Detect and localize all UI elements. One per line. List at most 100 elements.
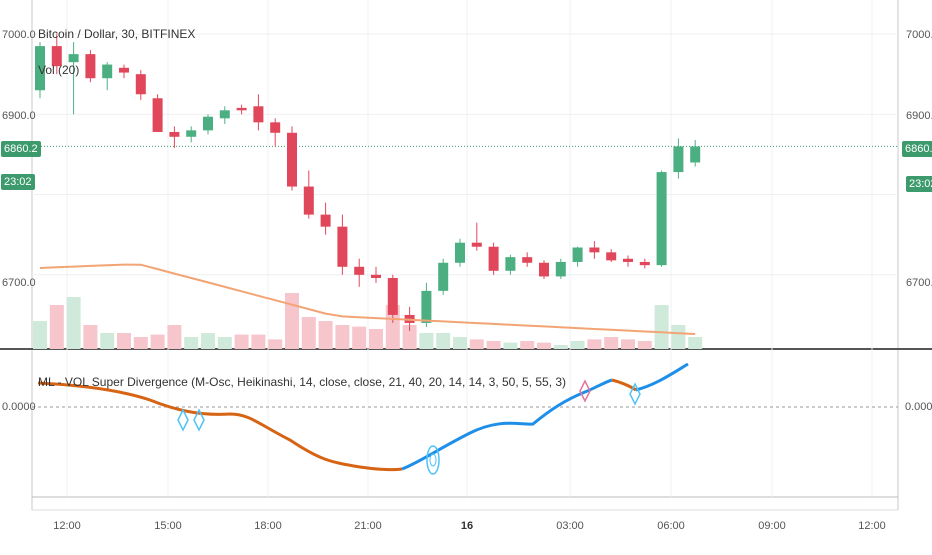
volume-bar-13 xyxy=(251,334,266,349)
candle-body-9 xyxy=(186,130,197,137)
divergence-marker-3 xyxy=(579,379,591,403)
candle-body-17 xyxy=(320,214,331,227)
volume-bar-25 xyxy=(453,337,467,349)
divergence-circle-inner xyxy=(429,453,437,467)
candle-body-37 xyxy=(656,172,667,266)
candle-body-7 xyxy=(152,98,163,132)
volume-bar-19 xyxy=(352,326,367,349)
last-price-badge-left: 6860.2 xyxy=(1,141,41,157)
candle-body-4 xyxy=(102,64,113,79)
volume-ma-line xyxy=(39,263,696,335)
volume-bar-22 xyxy=(402,325,417,349)
volume-bar-26 xyxy=(469,339,484,349)
y-tick-left-7000: 7000.0 xyxy=(2,29,36,41)
volume-bar-10 xyxy=(201,333,215,349)
candle-body-6 xyxy=(135,74,146,95)
volume-bar-28 xyxy=(503,342,518,349)
volume-bar-18 xyxy=(335,325,350,349)
volume-bar-32 xyxy=(570,341,585,349)
volume-bar-37 xyxy=(654,305,669,349)
x-tick-6: 06:00 xyxy=(657,520,685,532)
volume-bar-4 xyxy=(100,333,115,349)
last-price-badge-right: 6860.2 xyxy=(902,141,932,157)
y-tick-right-7000: 7000.0 xyxy=(906,29,932,41)
candle-body-24 xyxy=(438,262,449,291)
x-tick-1: 15:00 xyxy=(154,520,182,532)
candle-body-36 xyxy=(639,261,650,266)
volume-bar-24 xyxy=(436,333,451,349)
volume-bar-23 xyxy=(419,333,434,349)
x-tick-5: 03:00 xyxy=(556,520,584,532)
y-tick-left-6700: 6700.0 xyxy=(2,277,36,289)
volume-bar-5 xyxy=(117,333,131,349)
candle-body-0 xyxy=(35,46,45,91)
candle-body-30 xyxy=(539,262,549,277)
candle-body-27 xyxy=(488,246,499,271)
symbol-title[interactable]: Bitcoin / Dollar, 30, BITFINEX xyxy=(38,27,196,41)
candle-body-35 xyxy=(623,258,633,262)
x-tick-2: 18:00 xyxy=(254,520,282,532)
volume-bar-14 xyxy=(268,339,283,349)
volume-bar-3 xyxy=(83,325,98,349)
divergence-circle-outer xyxy=(426,445,440,475)
volume-bar-15 xyxy=(285,293,299,349)
countdown-badge-left: 23:02 xyxy=(1,174,35,190)
volume-bar-6 xyxy=(133,337,148,349)
candle-body-18 xyxy=(337,226,348,267)
countdown-badge-right: 23:02 xyxy=(906,176,932,192)
x-tick-4: 16 xyxy=(460,520,474,532)
candle-body-11 xyxy=(219,110,230,119)
indicator-title[interactable]: ML - VOL Super Divergence (M-Osc, Heikin… xyxy=(38,375,567,389)
candle-body-19 xyxy=(354,266,365,275)
candle-body-1 xyxy=(51,46,62,67)
candle-body-38 xyxy=(673,146,684,173)
volume-bar-35 xyxy=(621,339,635,349)
candle-body-13 xyxy=(253,106,264,123)
volume-bar-30 xyxy=(537,342,551,349)
candle-body-2 xyxy=(68,54,79,63)
volume-bar-34 xyxy=(604,337,619,349)
candle-body-39 xyxy=(690,146,701,163)
oscillator-line-down xyxy=(37,381,403,472)
zero-label-right: 0.0000 xyxy=(905,401,932,413)
volume-bar-0 xyxy=(33,321,47,349)
volume-bar-12 xyxy=(234,334,249,349)
volume-bar-7 xyxy=(150,334,165,349)
x-tick-0: 12:00 xyxy=(53,520,81,532)
volume-bar-38 xyxy=(671,325,686,349)
oscillator-line-down-2 xyxy=(611,378,637,392)
candle-body-26 xyxy=(471,242,482,247)
candle-body-5 xyxy=(119,67,129,73)
volume-bar-21 xyxy=(385,305,400,349)
volume-bar-39 xyxy=(688,337,703,349)
volume-bar-8 xyxy=(167,325,182,349)
oscillator-line-up-2 xyxy=(635,362,689,392)
zero-label-left: 0.0000 xyxy=(2,401,36,413)
x-tick-8: 12:00 xyxy=(858,520,886,532)
candle-body-25 xyxy=(455,242,465,263)
x-tick-3: 21:00 xyxy=(354,520,382,532)
volume-bar-36 xyxy=(637,341,652,349)
volume-bar-16 xyxy=(301,317,316,349)
y-tick-right-6900: 6900.0 xyxy=(906,110,932,122)
candle-body-34 xyxy=(606,252,617,261)
divergence-marker-4 xyxy=(629,382,641,406)
volume-bar-11 xyxy=(217,337,232,349)
oscillator-line-up xyxy=(401,378,613,471)
candle-body-32 xyxy=(572,247,583,262)
candle-body-31 xyxy=(555,261,566,277)
volume-bar-2 xyxy=(66,297,81,349)
volume-label[interactable]: Vol (20) xyxy=(38,63,80,77)
candle-body-14 xyxy=(270,122,281,133)
candle-body-12 xyxy=(236,107,247,111)
divergence-marker-1 xyxy=(177,408,189,432)
candle-body-10 xyxy=(203,116,213,131)
candle-body-20 xyxy=(371,274,381,279)
volume-bar-9 xyxy=(184,337,199,349)
candle-body-29 xyxy=(522,257,533,263)
volume-bar-31 xyxy=(553,345,568,349)
volume-bar-1 xyxy=(49,305,64,349)
volume-bar-20 xyxy=(369,329,383,349)
